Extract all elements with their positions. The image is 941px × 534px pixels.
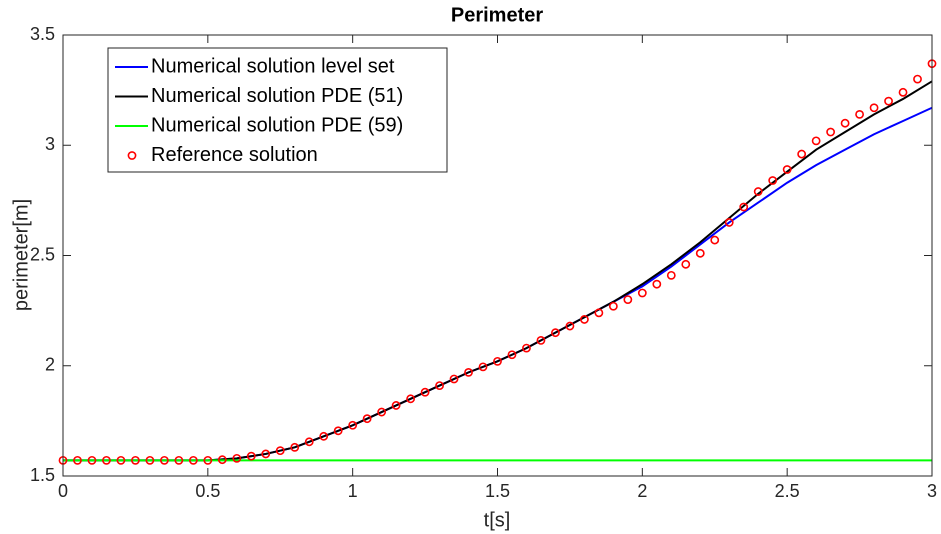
y-tick-label: 1.5	[30, 465, 55, 485]
data-point	[551, 328, 560, 338]
data-point	[478, 362, 488, 372]
legend-marker	[127, 151, 137, 160]
data-point	[782, 165, 792, 174]
data-point	[348, 420, 358, 430]
data-point	[580, 315, 589, 324]
x-tick-label: 3	[927, 481, 937, 501]
data-point	[724, 218, 734, 227]
data-point	[884, 96, 893, 106]
data-point	[869, 103, 879, 113]
x-tick-label: 0	[58, 481, 68, 501]
data-point	[87, 455, 97, 465]
data-point	[493, 356, 502, 366]
data-point	[333, 426, 343, 436]
x-tick-label: 2	[637, 481, 647, 501]
x-tick-label: 0.5	[195, 481, 220, 501]
data-point	[290, 442, 300, 452]
x-axis-label: t[s]	[484, 509, 511, 531]
data-point	[695, 248, 705, 258]
data-point	[811, 136, 821, 146]
x-tick-label: 2.5	[775, 481, 800, 501]
data-point	[840, 118, 850, 128]
data-point	[826, 127, 836, 137]
data-point	[522, 343, 531, 353]
y-tick-label: 2	[45, 355, 55, 375]
data-point	[797, 149, 807, 159]
legend-label: Numerical solution level set	[151, 55, 395, 77]
x-tick-label: 1	[348, 481, 358, 501]
data-point	[623, 295, 633, 304]
data-point	[753, 187, 763, 196]
data-point	[304, 437, 314, 447]
data-point	[73, 455, 82, 465]
data-point	[131, 455, 140, 465]
data-point	[261, 449, 271, 459]
data-point	[377, 407, 387, 417]
legend-label: Numerical solution PDE (59)	[151, 114, 403, 136]
data-point	[536, 335, 546, 345]
data-point	[637, 288, 647, 298]
data-point	[406, 394, 415, 404]
data-point	[608, 301, 618, 311]
data-point	[420, 387, 430, 397]
y-tick-label: 3.5	[30, 24, 55, 44]
data-point	[507, 350, 517, 360]
data-point	[855, 109, 864, 119]
y-tick-label: 2.5	[30, 244, 55, 264]
axes-frame	[62, 34, 933, 477]
data-point	[710, 235, 720, 245]
legend-label: Reference solution	[151, 144, 318, 166]
data-point	[174, 455, 184, 465]
chart-title: Perimeter	[451, 4, 543, 26]
data-point	[319, 431, 329, 441]
data-point	[435, 381, 444, 390]
data-point	[681, 259, 691, 269]
data-point	[203, 455, 213, 465]
legend-label: Numerical solution PDE (51)	[151, 85, 403, 107]
data-point	[565, 321, 575, 331]
y-axis-label: perimeter[m]	[10, 199, 32, 311]
data-point	[362, 414, 372, 424]
data-point	[102, 455, 111, 465]
data-point	[666, 270, 676, 280]
data-point	[898, 87, 908, 97]
y-tick-label: 3	[45, 134, 55, 154]
data-point	[188, 455, 198, 465]
data-point	[391, 401, 401, 410]
data-point	[594, 308, 604, 318]
data-point	[768, 176, 778, 185]
data-point	[275, 446, 285, 456]
x-tick-label: 1.5	[485, 481, 510, 501]
data-point	[159, 455, 169, 465]
data-point	[145, 455, 155, 465]
data-point	[464, 367, 473, 377]
legend-box	[107, 47, 448, 173]
data-point	[232, 453, 242, 463]
data-point	[739, 202, 749, 212]
data-point	[652, 279, 662, 289]
data-point	[246, 451, 256, 461]
data-point	[449, 374, 459, 384]
data-point	[217, 455, 227, 465]
data-point	[116, 455, 126, 465]
data-point	[913, 74, 922, 84]
